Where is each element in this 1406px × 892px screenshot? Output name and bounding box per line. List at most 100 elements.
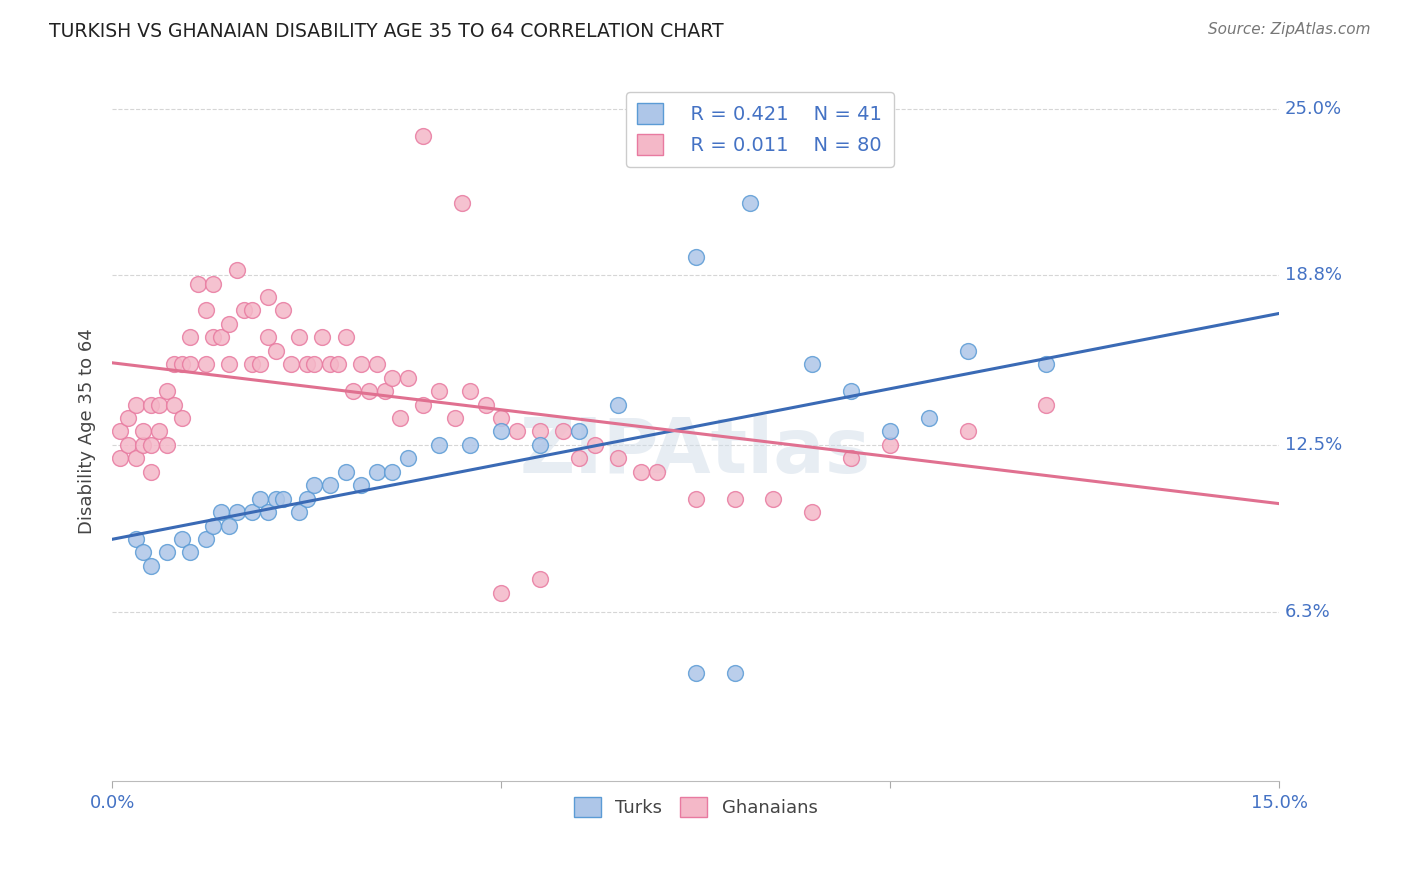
Point bbox=[139, 398, 162, 412]
Text: 0.0%: 0.0% bbox=[90, 794, 135, 812]
Point bbox=[249, 357, 271, 371]
Point bbox=[233, 303, 256, 318]
Text: 18.8%: 18.8% bbox=[1285, 267, 1341, 285]
Point bbox=[148, 425, 170, 439]
Point bbox=[723, 666, 745, 681]
Point bbox=[801, 505, 824, 519]
Point bbox=[956, 343, 979, 358]
Point bbox=[630, 465, 652, 479]
Point bbox=[568, 451, 591, 466]
Point bbox=[396, 451, 419, 466]
Point bbox=[583, 438, 606, 452]
Point bbox=[108, 451, 131, 466]
Point bbox=[209, 330, 232, 344]
Point bbox=[645, 465, 668, 479]
Point bbox=[506, 425, 529, 439]
Point bbox=[879, 425, 901, 439]
Point bbox=[273, 491, 295, 506]
Point bbox=[179, 330, 201, 344]
Point bbox=[225, 263, 247, 277]
Point bbox=[342, 384, 364, 398]
Point bbox=[685, 250, 707, 264]
Point bbox=[474, 398, 496, 412]
Point bbox=[839, 384, 862, 398]
Point bbox=[801, 357, 824, 371]
Y-axis label: Disability Age 35 to 64: Disability Age 35 to 64 bbox=[79, 328, 96, 534]
Text: Source: ZipAtlas.com: Source: ZipAtlas.com bbox=[1208, 22, 1371, 37]
Point bbox=[156, 438, 179, 452]
Point bbox=[256, 505, 278, 519]
Point bbox=[606, 451, 628, 466]
Point bbox=[762, 491, 785, 506]
Point bbox=[685, 491, 707, 506]
Legend: Turks, Ghanaians: Turks, Ghanaians bbox=[567, 790, 825, 824]
Point bbox=[240, 303, 263, 318]
Point bbox=[172, 411, 194, 425]
Point bbox=[319, 478, 342, 492]
Text: 25.0%: 25.0% bbox=[1285, 100, 1343, 118]
Point bbox=[529, 572, 551, 586]
Point bbox=[264, 343, 287, 358]
Point bbox=[264, 491, 287, 506]
Point bbox=[240, 505, 263, 519]
Point bbox=[124, 451, 146, 466]
Point bbox=[489, 411, 512, 425]
Point bbox=[685, 666, 707, 681]
Point bbox=[304, 478, 326, 492]
Point bbox=[273, 303, 295, 318]
Point bbox=[202, 518, 225, 533]
Point bbox=[218, 518, 240, 533]
Point bbox=[179, 357, 201, 371]
Point bbox=[311, 330, 333, 344]
Point bbox=[1035, 398, 1057, 412]
Point bbox=[458, 438, 481, 452]
Point bbox=[280, 357, 302, 371]
Point bbox=[489, 425, 512, 439]
Point bbox=[529, 425, 551, 439]
Point bbox=[373, 384, 395, 398]
Point bbox=[256, 330, 278, 344]
Point bbox=[357, 384, 380, 398]
Point bbox=[295, 491, 318, 506]
Point bbox=[839, 451, 862, 466]
Text: TURKISH VS GHANAIAN DISABILITY AGE 35 TO 64 CORRELATION CHART: TURKISH VS GHANAIAN DISABILITY AGE 35 TO… bbox=[49, 22, 724, 41]
Point bbox=[529, 438, 551, 452]
Point bbox=[249, 491, 271, 506]
Point bbox=[139, 558, 162, 573]
Point bbox=[918, 411, 941, 425]
Point bbox=[366, 357, 388, 371]
Point bbox=[108, 425, 131, 439]
Point bbox=[956, 425, 979, 439]
Point bbox=[443, 411, 465, 425]
Point bbox=[163, 357, 186, 371]
Point bbox=[451, 195, 474, 210]
Point bbox=[740, 195, 762, 210]
Point bbox=[295, 357, 318, 371]
Point bbox=[335, 330, 357, 344]
Point bbox=[350, 478, 373, 492]
Point bbox=[202, 330, 225, 344]
Point bbox=[132, 438, 155, 452]
Point bbox=[366, 465, 388, 479]
Point bbox=[489, 586, 512, 600]
Point bbox=[350, 357, 373, 371]
Point bbox=[458, 384, 481, 398]
Point bbox=[117, 438, 139, 452]
Point bbox=[124, 532, 146, 546]
Point bbox=[304, 357, 326, 371]
Point bbox=[568, 425, 591, 439]
Point bbox=[139, 438, 162, 452]
Text: 6.3%: 6.3% bbox=[1285, 603, 1330, 621]
Point bbox=[288, 330, 311, 344]
Point bbox=[163, 398, 186, 412]
Point bbox=[1035, 357, 1057, 371]
Point bbox=[240, 357, 263, 371]
Point bbox=[187, 277, 209, 291]
Point bbox=[256, 290, 278, 304]
Text: 12.5%: 12.5% bbox=[1285, 436, 1343, 454]
Point bbox=[381, 465, 404, 479]
Point bbox=[396, 370, 419, 384]
Point bbox=[124, 398, 146, 412]
Point bbox=[194, 532, 217, 546]
Point bbox=[879, 438, 901, 452]
